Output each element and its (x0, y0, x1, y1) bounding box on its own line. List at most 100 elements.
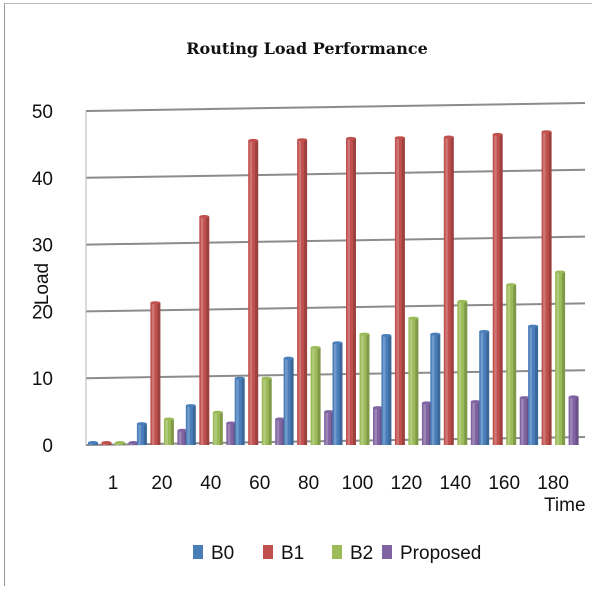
bar-shade (401, 137, 405, 445)
bar-cap (163, 417, 174, 421)
bar-shade (268, 378, 272, 445)
bar-shade (192, 405, 196, 445)
bar-highlight (249, 140, 253, 445)
bar-cap (297, 138, 308, 142)
bar-cap (275, 417, 286, 421)
x-tick-label: 20 (151, 473, 172, 494)
bar-shade (499, 134, 503, 445)
bar-b0-20 (136, 423, 147, 445)
bar-highlight (187, 405, 190, 445)
legend-swatch-proposed (382, 545, 392, 559)
bar-cap (283, 356, 294, 360)
bar-highlight (458, 301, 462, 445)
gridline (85, 168, 586, 179)
bar-highlight (334, 342, 337, 445)
bar-cap (199, 215, 210, 219)
bar-highlight (445, 137, 448, 445)
bar-proposed-180 (568, 396, 579, 445)
bar-proposed-20 (177, 430, 188, 445)
bar-shade (548, 131, 552, 445)
bar-shade (339, 342, 343, 445)
bar-cap (324, 410, 335, 414)
legend-label-b1: B1 (281, 543, 304, 564)
bar-shade (255, 140, 259, 445)
bar-b2-120 (408, 318, 419, 445)
bar-highlight (556, 271, 560, 445)
bar-proposed-140 (470, 401, 481, 445)
bar-cap (506, 283, 517, 287)
bar-shade (170, 418, 174, 445)
x-tick-label: 40 (200, 473, 221, 494)
legend-swatch-b2 (332, 545, 342, 559)
bar-b1-180 (541, 131, 552, 445)
bar-cap (212, 410, 223, 414)
legend: B0 B1 B2 Proposed (193, 543, 481, 564)
chart-frame (4, 3, 592, 586)
bar-shade (535, 326, 539, 445)
bar-b2-140 (457, 301, 468, 445)
bar-b0-120 (381, 335, 392, 445)
bar-highlight (347, 138, 350, 445)
bar-cap (346, 136, 356, 140)
y-tick-label: 20 (32, 302, 53, 323)
bars (88, 130, 579, 445)
x-tick-label: 60 (249, 473, 270, 494)
bar-proposed-120 (421, 402, 432, 445)
bar-b0-40 (185, 405, 196, 445)
y-tick-label: 0 (42, 436, 53, 457)
bar-cap (177, 428, 188, 432)
bar-cap (430, 332, 441, 336)
bar-shade (486, 331, 490, 445)
bar-b1-80 (297, 139, 308, 445)
bar-highlight (227, 422, 231, 445)
bar-highlight (507, 284, 511, 445)
bar-highlight (312, 347, 315, 445)
legend-swatch-b0 (193, 545, 203, 559)
bar-highlight (529, 326, 533, 445)
bar-highlight (165, 418, 168, 445)
bar-cap (443, 135, 454, 139)
bar-b2-20 (163, 418, 174, 445)
bar-highlight (431, 334, 435, 445)
bar-b0-180 (528, 326, 539, 445)
bar-cap (519, 396, 530, 400)
bar-cap (88, 441, 98, 444)
x-tick-labels: 1 20 40 60 80 100 120 140 160 180 (108, 473, 569, 494)
bar-highlight (409, 318, 413, 445)
bar-cap (479, 329, 490, 333)
bar-b1-160 (492, 134, 503, 445)
legend-label-proposed: Proposed (400, 543, 481, 564)
bar-highlight (325, 411, 329, 445)
bar-b2-160 (506, 284, 517, 445)
bar-highlight (382, 335, 386, 445)
bar-proposed-60 (275, 418, 286, 445)
bar-highlight (570, 396, 573, 445)
bar-b0-100 (332, 342, 343, 445)
bar-b2-80 (310, 347, 321, 445)
bar-cap (332, 341, 343, 345)
bar-b1-60 (248, 140, 259, 445)
y-axis-label: Load (32, 263, 53, 305)
bar-cap (568, 395, 579, 399)
bar-highlight (374, 407, 377, 445)
bar-cap (136, 422, 147, 426)
bar-highlight (151, 302, 155, 445)
bar-cap (457, 299, 468, 303)
bar-cap (381, 333, 392, 337)
bar-highlight (423, 402, 426, 445)
legend-label-b0: B0 (211, 543, 234, 564)
bar-highlight (214, 412, 217, 445)
bar-highlight (543, 131, 546, 445)
bar-cap (150, 301, 161, 305)
bar-shade (353, 138, 356, 445)
bar-shade (95, 442, 98, 445)
bar-shade (290, 358, 294, 445)
x-tick-label: 80 (298, 473, 319, 494)
bar-cap (541, 130, 552, 134)
bar-highlight (138, 423, 141, 445)
x-tick-label: 140 (439, 473, 471, 494)
bar-shade (122, 442, 125, 445)
bar-b1-140 (443, 137, 454, 445)
bar-cap (226, 421, 237, 425)
